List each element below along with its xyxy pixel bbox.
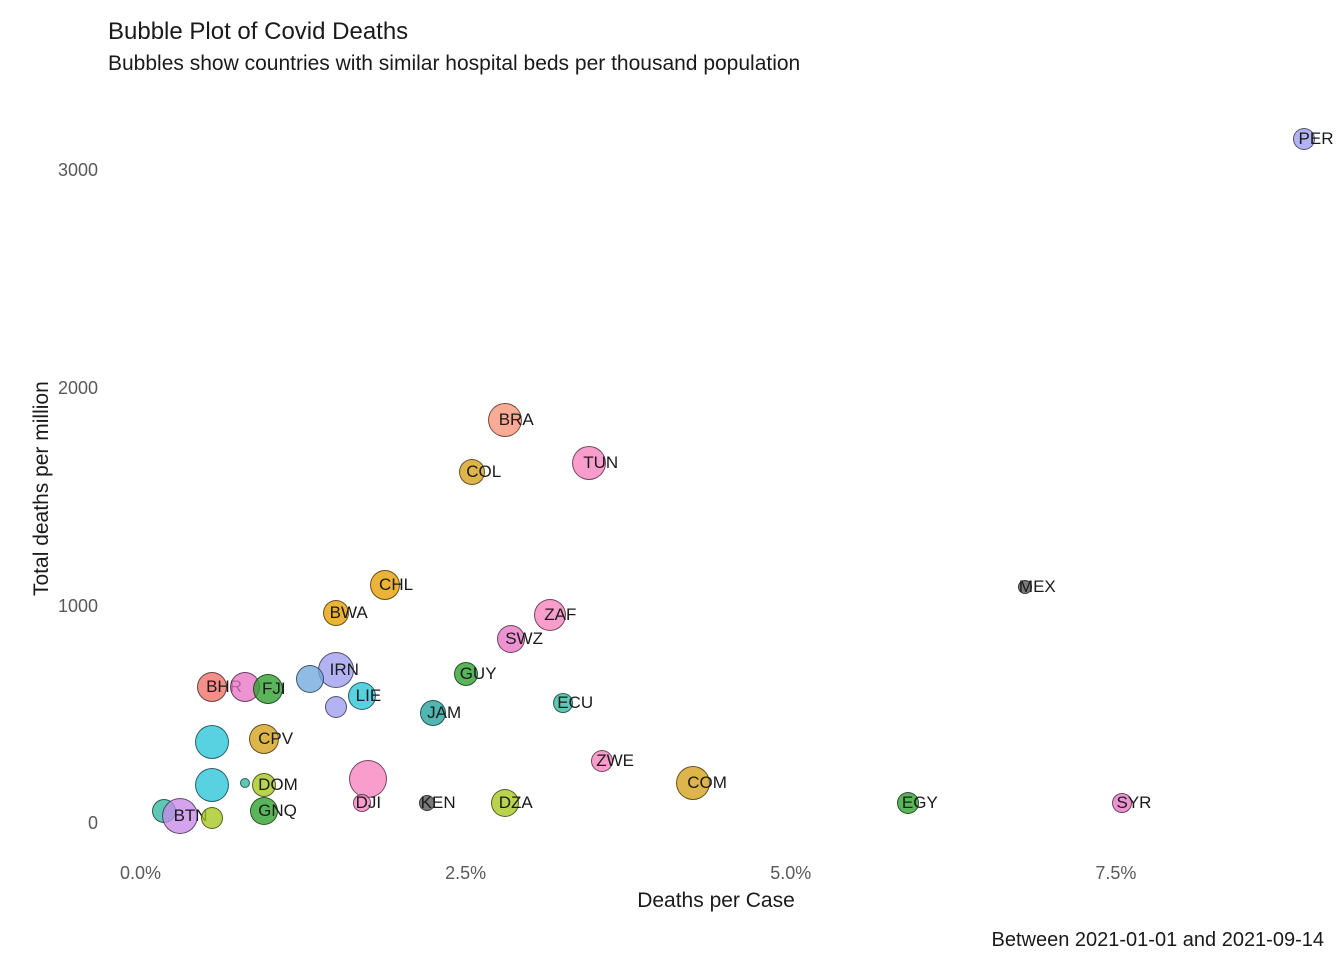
x-axis-label: Deaths per Case: [637, 889, 795, 913]
bubble: [553, 693, 573, 713]
bubble: [349, 760, 387, 798]
bubble: [591, 750, 613, 772]
chart-caption: Between 2021-01-01 and 2021-09-14: [992, 929, 1324, 952]
bubble: [296, 665, 324, 693]
bubble: [325, 696, 347, 718]
bubble: [897, 792, 919, 814]
bubble: [572, 446, 606, 480]
bubble: [253, 674, 283, 704]
bubble: [250, 797, 278, 825]
x-tick-label: 7.5%: [1095, 863, 1136, 884]
bubble: [249, 724, 279, 754]
bubble: [1112, 793, 1132, 813]
bubble: [201, 807, 223, 829]
bubble: [534, 599, 566, 631]
x-tick-label: 0.0%: [120, 863, 161, 884]
plot-area: PERBRATUNCOLCHLMEXBWAZAFSWZIRNGUYBHRFJIL…: [108, 115, 1324, 857]
bubble: [348, 682, 376, 710]
bubble: [240, 778, 250, 788]
bubble: [1018, 580, 1032, 594]
bubble: [454, 662, 478, 686]
bubble: [459, 459, 485, 485]
bubble: [195, 768, 229, 802]
x-tick-label: 2.5%: [445, 863, 486, 884]
bubble: [323, 600, 349, 626]
y-tick-label: 2000: [58, 378, 98, 399]
bubble: [195, 725, 229, 759]
chart-container: Bubble Plot of Covid Deaths Bubbles show…: [0, 0, 1344, 960]
bubble: [420, 700, 446, 726]
bubble: [1293, 128, 1315, 150]
bubble: [252, 773, 276, 797]
y-tick-label: 0: [88, 813, 98, 834]
x-tick-label: 5.0%: [770, 863, 811, 884]
bubble: [497, 625, 525, 653]
chart-title: Bubble Plot of Covid Deaths: [108, 18, 408, 46]
y-axis-label: Total deaths per million: [30, 381, 54, 596]
chart-subtitle: Bubbles show countries with similar hosp…: [108, 52, 800, 76]
bubble: [676, 766, 710, 800]
y-tick-label: 1000: [58, 596, 98, 617]
y-tick-label: 3000: [58, 160, 98, 181]
bubble: [419, 795, 435, 811]
bubble: [162, 798, 198, 834]
bubble: [370, 570, 400, 600]
bubble: [197, 672, 227, 702]
bubble: [353, 794, 371, 812]
bubble: [491, 789, 519, 817]
bubble: [488, 403, 522, 437]
